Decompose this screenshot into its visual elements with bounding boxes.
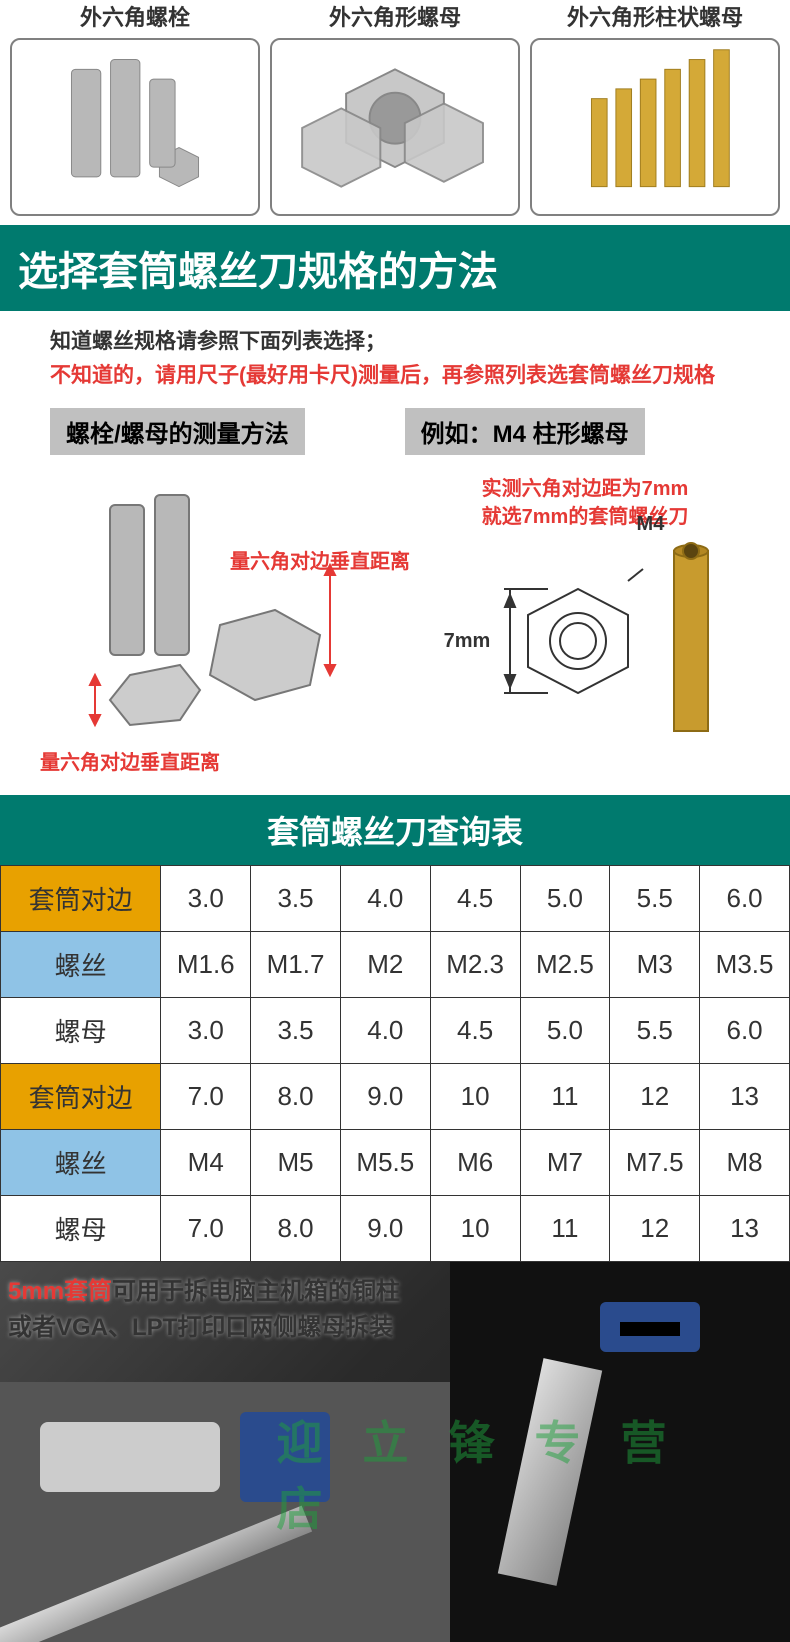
cell: M1.7 [251, 932, 341, 998]
cell: 3.0 [161, 866, 251, 932]
bolt-icon [12, 40, 258, 214]
product-standoff-label: 外六角形柱状螺母 [530, 0, 780, 32]
nut-icon [272, 40, 518, 214]
cell: M6 [430, 1130, 520, 1196]
cell: 4.0 [340, 998, 430, 1064]
cell: 6.0 [700, 998, 790, 1064]
cell: 12 [610, 1064, 700, 1130]
row-header-socket: 套筒对边 [1, 1064, 161, 1130]
cell: 13 [700, 1196, 790, 1262]
cell: 3.5 [251, 998, 341, 1064]
cell: M2 [340, 932, 430, 998]
instruction-line2: 不知道的，请用尺子(最好用卡尺)测量后，再参照列表选套筒螺丝刀规格 [50, 359, 760, 393]
m4-label: M4 [637, 513, 665, 536]
cell: 12 [610, 1196, 700, 1262]
table-row: 套筒对边3.03.54.04.55.05.56.0 [1, 866, 790, 932]
cell: 5.0 [520, 998, 610, 1064]
measure-right: 实测六角对边距为7mm 就选7mm的套筒螺丝刀 M4 7mm [410, 475, 760, 741]
cell: 4.0 [340, 866, 430, 932]
cell: 3.0 [161, 998, 251, 1064]
measure-left: 量六角对边垂直距离 量六角对边垂直距离 [40, 475, 410, 775]
row-header-nut: 螺母 [1, 998, 161, 1064]
row-header-nut: 螺母 [1, 1196, 161, 1262]
cell: M2.5 [520, 932, 610, 998]
section-head-left: 螺栓/螺母的测量方法 [50, 408, 305, 455]
lookup-title: 套筒螺丝刀查询表 [0, 795, 790, 865]
row-header-screw: 螺丝 [1, 1130, 161, 1196]
table-row: 螺母7.08.09.010111213 [1, 1196, 790, 1262]
standoff-icon [532, 40, 778, 214]
cell: M1.6 [161, 932, 251, 998]
cell: M5 [251, 1130, 341, 1196]
cell: 9.0 [340, 1196, 430, 1262]
watermark: 迎立锋专营店 [277, 1407, 790, 1539]
cell: 8.0 [251, 1196, 341, 1262]
cell: M7.5 [610, 1130, 700, 1196]
cell: 4.5 [430, 866, 520, 932]
table-row: 螺丝M1.6M1.7M2M2.3M2.5M3M3.5 [1, 932, 790, 998]
cell: 5.5 [610, 998, 700, 1064]
product-bolt-label: 外六角螺栓 [10, 0, 260, 32]
cell: 9.0 [340, 1064, 430, 1130]
cell: 13 [700, 1064, 790, 1130]
product-nut-image [270, 38, 520, 216]
bottom-photo: 5mm套筒可用于拆电脑主机箱的铜柱 或者VGA、LPT打印口两侧螺母拆装 迎立锋… [0, 1262, 790, 1642]
cell: M2.3 [430, 932, 520, 998]
dim-label: 7mm [444, 630, 491, 653]
bottom-caption-1: 可用于拆电脑主机箱的铜柱 [112, 1278, 400, 1305]
brass-standoff-icon [656, 541, 726, 741]
product-nut-label: 外六角形螺母 [270, 0, 520, 32]
table-row: 螺丝M4M5M5.5M6M7M7.5M8 [1, 1130, 790, 1196]
cell: 11 [520, 1196, 610, 1262]
bottom-caption-2: 或者VGA、LPT打印口两侧螺母拆装 [8, 1314, 393, 1341]
product-nut: 外六角形螺母 [270, 0, 520, 216]
method-title: 选择套筒螺丝刀规格的方法 [0, 224, 790, 311]
cell: 10 [430, 1196, 520, 1262]
cell: M5.5 [340, 1130, 430, 1196]
instruction-line1: 知道螺丝规格请参照下面列表选择； [50, 325, 760, 359]
measure-left-bot-text: 量六角对边垂直距离 [40, 746, 410, 775]
product-standoff: 外六角形柱状螺母 [530, 0, 780, 216]
cell: 7.0 [161, 1196, 251, 1262]
product-standoff-image [530, 38, 780, 216]
hex-diagram-icon [498, 561, 648, 721]
section-head-right: 例如：M4 柱形螺母 [405, 408, 645, 455]
section-heads: 螺栓/螺母的测量方法 例如：M4 柱形螺母 [0, 402, 790, 465]
cell: 5.0 [520, 866, 610, 932]
instructions: 知道螺丝规格请参照下面列表选择； 不知道的，请用尺子(最好用卡尺)测量后，再参照… [0, 311, 790, 402]
measure-row: 量六角对边垂直距离 量六角对边垂直距离 实测六角对边距为7mm 就选7mm的套筒… [0, 465, 790, 795]
cell: 4.5 [430, 998, 520, 1064]
row-header-screw: 螺丝 [1, 932, 161, 998]
cell: 3.5 [251, 866, 341, 932]
cell: 8.0 [251, 1064, 341, 1130]
cell: M3 [610, 932, 700, 998]
cell: M8 [700, 1130, 790, 1196]
bolt-measure-icon [40, 475, 410, 735]
product-bolt: 外六角螺栓 [10, 0, 260, 216]
cell: M7 [520, 1130, 610, 1196]
bottom-caption: 5mm套筒可用于拆电脑主机箱的铜柱 或者VGA、LPT打印口两侧螺母拆装 [8, 1274, 400, 1346]
product-type-row: 外六角螺栓 外六角形螺母 [0, 0, 790, 224]
cell: M4 [161, 1130, 251, 1196]
cell: 11 [520, 1064, 610, 1130]
cell: 7.0 [161, 1064, 251, 1130]
row-header-socket: 套筒对边 [1, 866, 161, 932]
cell: 6.0 [700, 866, 790, 932]
bottom-caption-red: 5mm套筒 [8, 1278, 112, 1305]
product-bolt-image [10, 38, 260, 216]
table-row: 套筒对边7.08.09.010111213 [1, 1064, 790, 1130]
cell: 10 [430, 1064, 520, 1130]
measure-left-top-text: 量六角对边垂直距离 [230, 545, 410, 574]
lookup-table: 套筒对边3.03.54.04.55.05.56.0螺丝M1.6M1.7M2M2.… [0, 865, 790, 1262]
cell: 5.5 [610, 866, 700, 932]
cell: M3.5 [700, 932, 790, 998]
table-row: 螺母3.03.54.04.55.05.56.0 [1, 998, 790, 1064]
